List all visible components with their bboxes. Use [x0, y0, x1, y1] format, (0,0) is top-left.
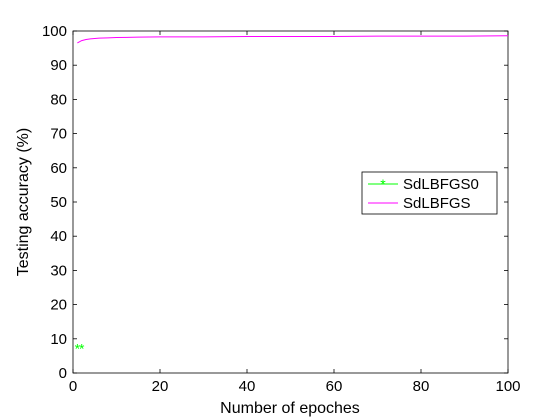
x-axis-label: Number of epoches: [220, 400, 360, 417]
y-tick-label: 90: [50, 57, 67, 74]
x-tick-label: 40: [239, 378, 256, 395]
legend: * SdLBFGS0 SdLBFGS: [361, 171, 498, 215]
y-tick-label: 20: [50, 297, 67, 314]
legend-label-sdlbfgs: SdLBFGS: [403, 195, 471, 212]
y-tick-label: 70: [50, 126, 67, 143]
data-point-sdlbfgs0: *: [79, 340, 85, 356]
y-tick-label: 40: [50, 228, 67, 245]
series-layer: **: [75, 35, 509, 356]
x-tick-label: 80: [413, 378, 430, 395]
x-tick-label: 20: [152, 378, 169, 395]
y-tick-label: 100: [42, 23, 67, 40]
x-tick-label: 0: [69, 378, 77, 395]
y-tick-label: 80: [50, 91, 67, 108]
legend-marker-sdlbfgs0: *: [380, 176, 386, 192]
y-tick-label: 50: [50, 194, 67, 211]
data-point-sdlbfgs0: *: [75, 340, 81, 356]
y-tick-label: 60: [50, 160, 67, 177]
axis-ticks: 0 20 40 60 80 100 0 10 20 30 40 50 60 70 80 90 100: [42, 23, 521, 395]
legend-box: [361, 171, 498, 215]
y-tick-label: 0: [59, 365, 67, 382]
x-tick-label: 100: [495, 378, 520, 395]
series-line-sdlbfgs: [77, 35, 509, 44]
y-axis-label: Testing accuracy (%): [15, 128, 32, 277]
x-tick-label: 60: [326, 378, 343, 395]
legend-label-sdlbfgs0: SdLBFGS0: [403, 176, 479, 193]
y-tick-label: 10: [50, 331, 67, 348]
y-tick-label: 30: [50, 262, 67, 279]
